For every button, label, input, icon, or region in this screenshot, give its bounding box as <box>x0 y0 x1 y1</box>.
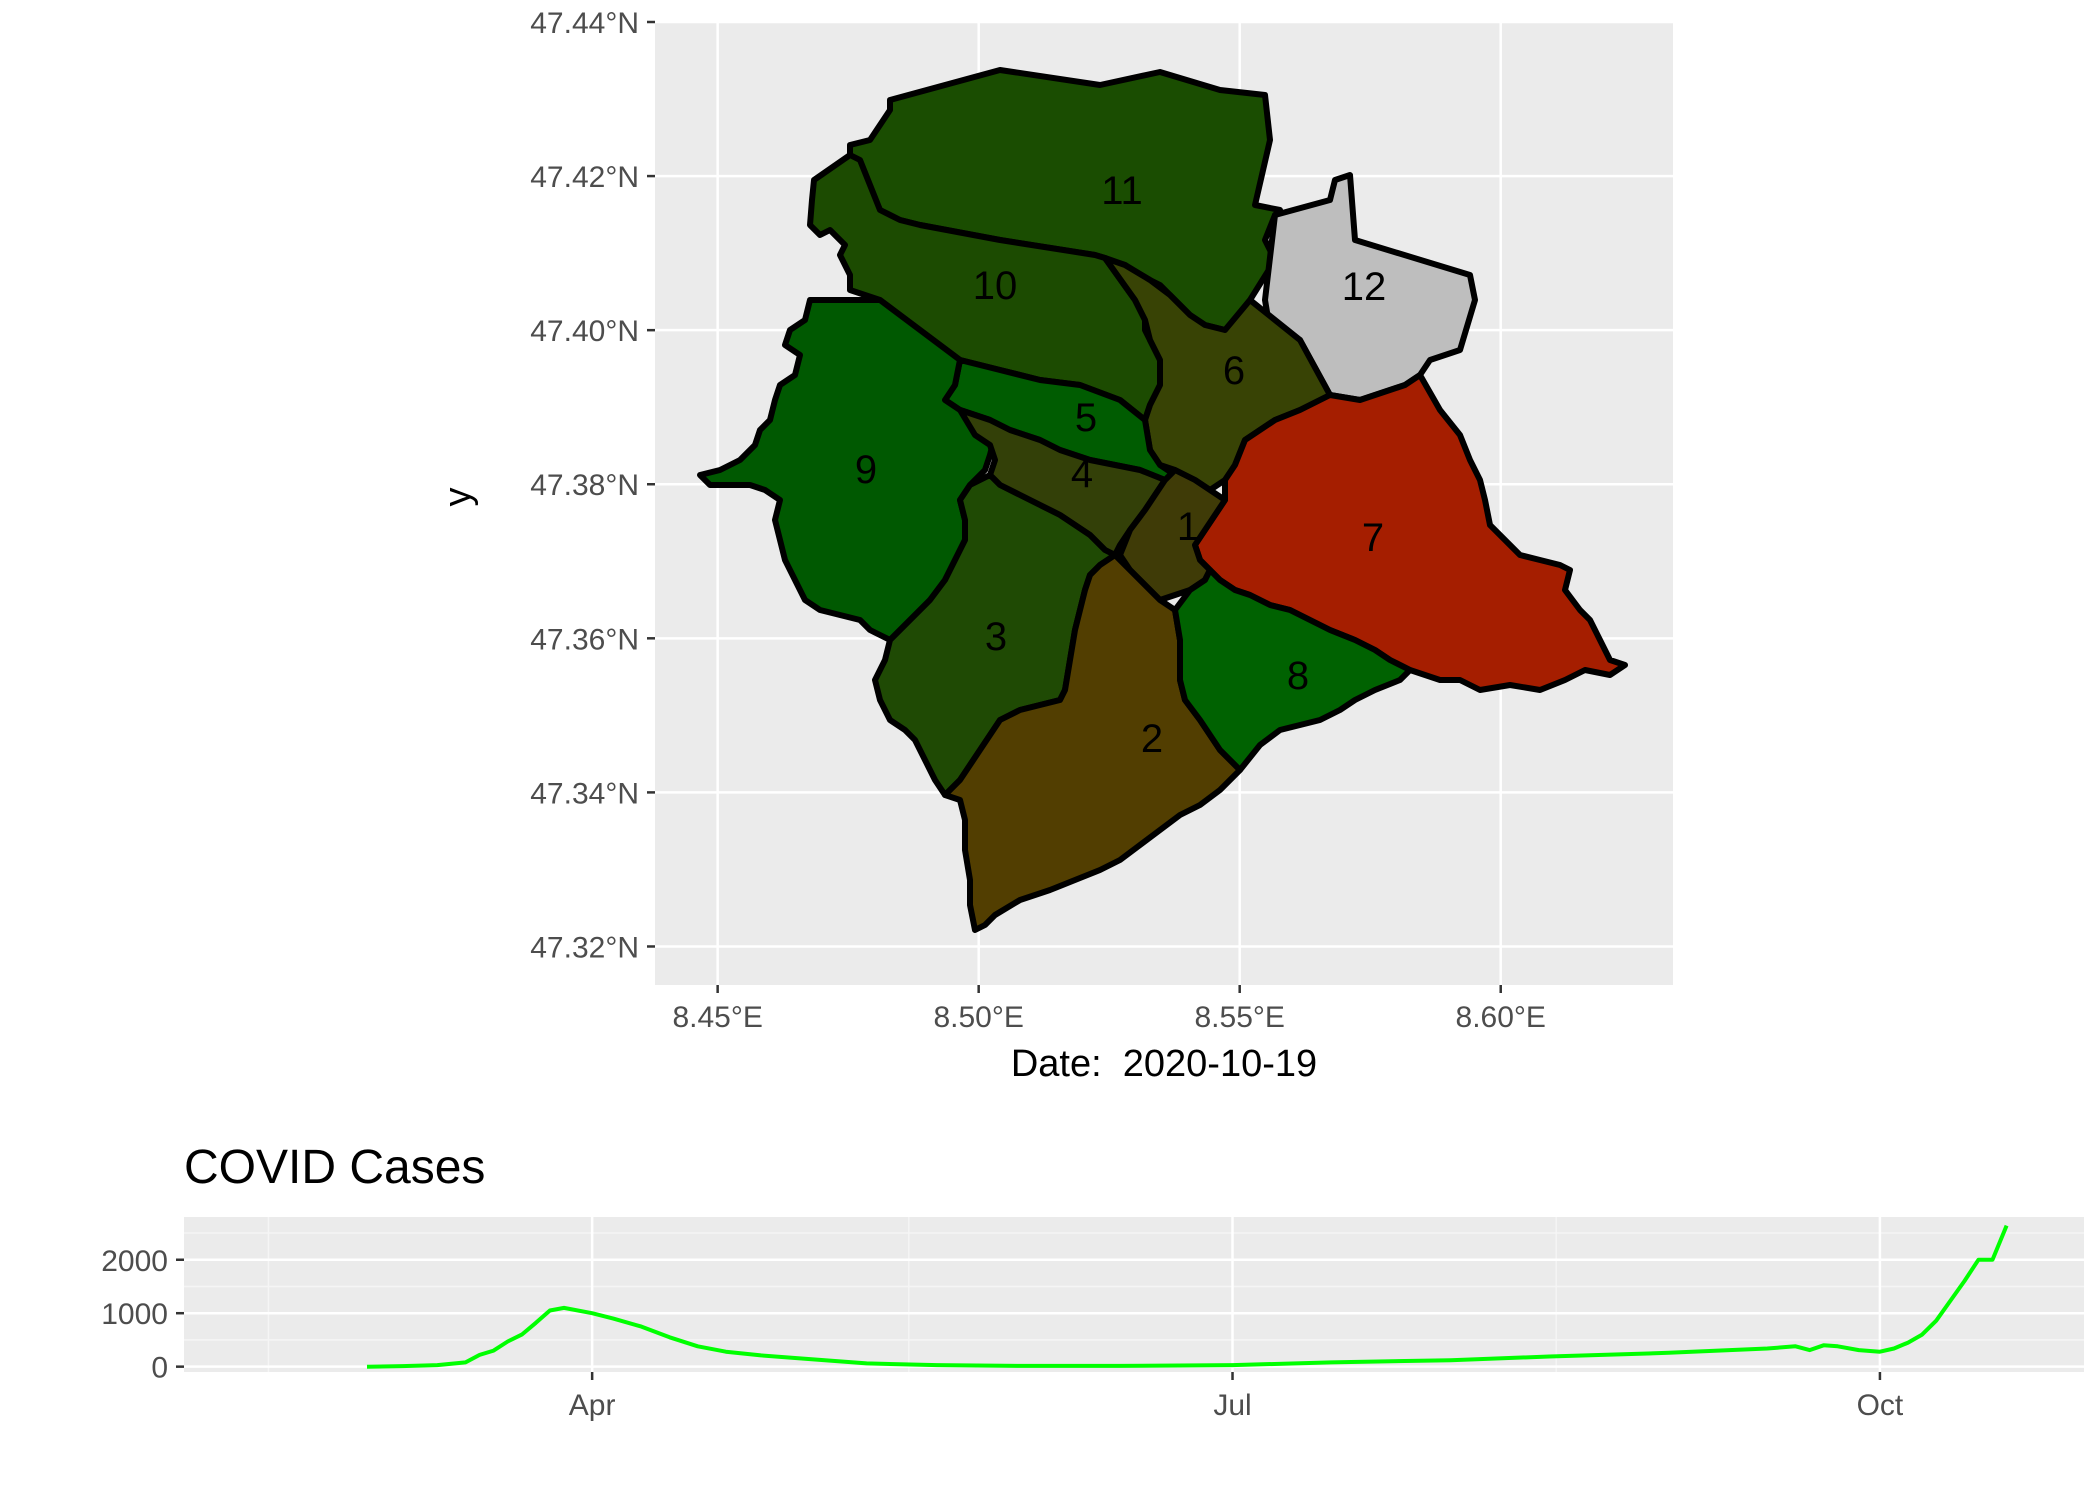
map-y-tick-label: 47.34°N <box>530 777 639 810</box>
district-label-6: 6 <box>1223 349 1245 393</box>
district-9[interactable] <box>697 297 998 643</box>
district-label-7: 7 <box>1362 516 1384 560</box>
map-x-tick-label: 8.60°E <box>1456 1001 1546 1034</box>
district-label-10: 10 <box>973 264 1018 308</box>
cases-y-tick-label: 1000 <box>101 1298 168 1331</box>
cases-y-tick-label: 0 <box>151 1352 168 1385</box>
map-y-tick-label: 47.44°N <box>530 7 639 40</box>
map-y-tick-label: 47.38°N <box>530 469 639 502</box>
map-x-tick-label: 8.50°E <box>933 1001 1023 1034</box>
cases-x-tick-label: Apr <box>569 1389 616 1422</box>
cases-x-tick-label: Oct <box>1857 1389 1904 1422</box>
map-x-tick-label: 8.55°E <box>1194 1001 1284 1034</box>
district-label-4: 4 <box>1071 452 1093 496</box>
cases-x-tick-label: Jul <box>1213 1389 1251 1422</box>
district-8[interactable] <box>1172 567 1413 773</box>
cases-chart-title: COVID Cases <box>184 1141 485 1194</box>
district-label-2: 2 <box>1141 717 1163 761</box>
map-y-tick-label: 47.40°N <box>530 315 639 348</box>
district-label-11: 11 <box>1101 169 1143 213</box>
map-y-tick-label: 47.42°N <box>530 161 639 194</box>
cases-x-axis: Apr Jul Oct <box>569 1372 1904 1422</box>
map-x-tick-label: 8.45°E <box>672 1001 762 1034</box>
map-x-axis: 8.45°E 8.50°E 8.55°E 8.60°E <box>672 985 1546 1034</box>
district-label-1: 1 <box>1177 505 1199 549</box>
map-y-axis: 47.44°N 47.42°N 47.40°N 47.38°N 47.36°N 47.34… <box>530 7 655 964</box>
district-label-12: 12 <box>1342 265 1387 309</box>
district-label-5: 5 <box>1075 396 1097 440</box>
district-label-9: 9 <box>855 448 877 492</box>
map-y-tick-label: 47.36°N <box>530 623 639 656</box>
district-label-3: 3 <box>985 615 1007 659</box>
cases-panel: COVID Cases 0 1000 2000 Apr Jul Oct <box>101 1141 2084 1422</box>
district-polygons <box>697 67 1628 933</box>
cases-series-line <box>366 1224 2009 1369</box>
map-y-tick-label: 47.32°N <box>530 931 639 964</box>
cases-y-tick-label: 2000 <box>101 1245 168 1278</box>
district-label-8: 8 <box>1287 654 1309 698</box>
cases-y-axis: 0 1000 2000 <box>101 1245 184 1385</box>
map-caption: Date: 2020-10-19 <box>1011 1043 1317 1085</box>
map-y-axis-title: y <box>437 488 479 507</box>
